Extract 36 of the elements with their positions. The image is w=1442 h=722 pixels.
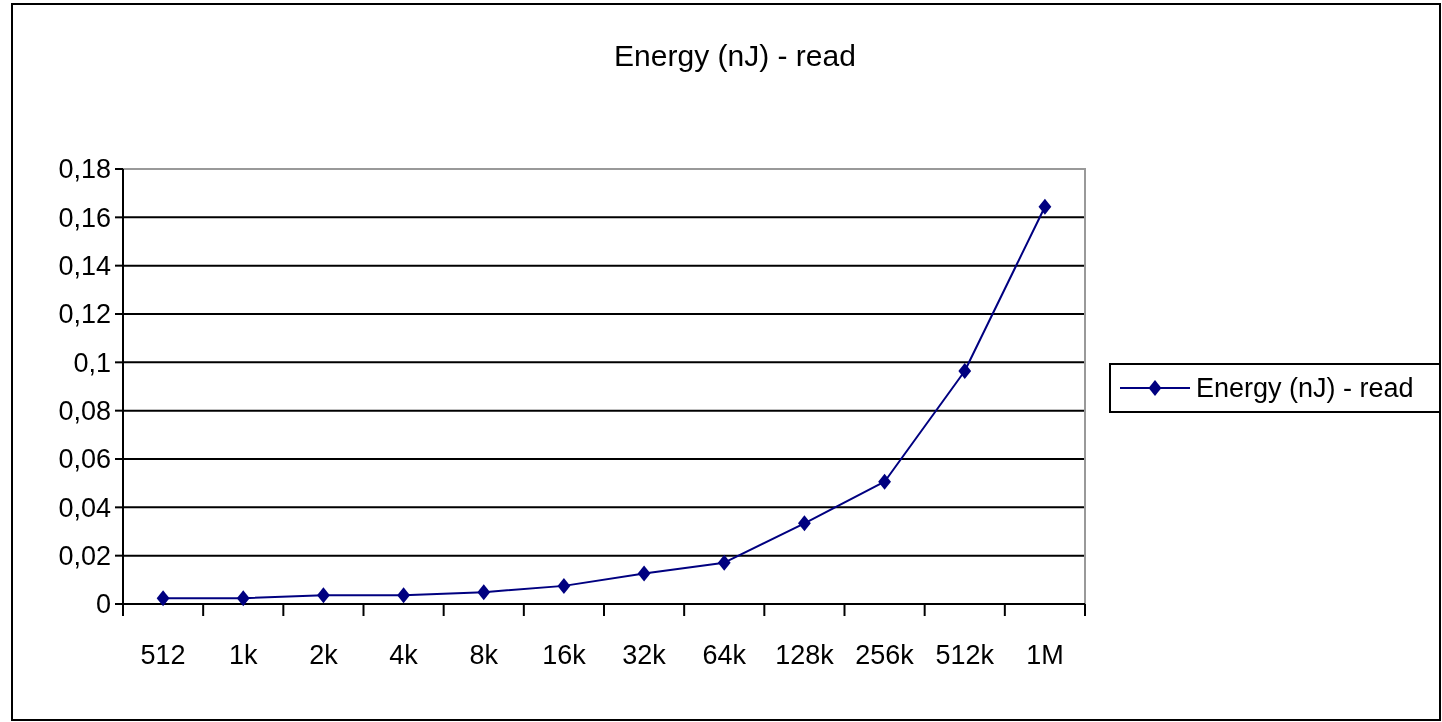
y-tick-label: 0,16	[58, 202, 111, 233]
x-tick-label: 16k	[542, 640, 587, 670]
chart-title: Energy (nJ) - read	[614, 39, 856, 72]
point	[236, 590, 250, 607]
point	[798, 515, 811, 532]
y-tick-label: 0,1	[73, 347, 111, 378]
x-tick-label: 512k	[935, 640, 995, 670]
x-tick-label: 128k	[775, 640, 835, 670]
point	[637, 565, 651, 582]
legend-label: Energy (nJ) - read	[1196, 373, 1414, 404]
point	[397, 587, 410, 604]
x-tick-label: 256k	[855, 640, 915, 670]
y-tick-label: 0,14	[58, 251, 111, 282]
point	[717, 554, 731, 571]
point	[557, 577, 571, 594]
y-tick-label: 0,04	[58, 492, 111, 523]
y-tick-label: 0,18	[58, 154, 111, 185]
x-tick-label: 32k	[622, 640, 667, 670]
y-tick-label: 0,08	[58, 396, 111, 427]
point	[317, 587, 330, 604]
x-tick-label: 512	[140, 640, 186, 670]
y-tick-label: 0,06	[58, 444, 111, 475]
y-tick-label: 0,02	[58, 541, 111, 572]
x-tick-label: 1k	[228, 640, 258, 670]
point	[958, 363, 972, 380]
y-tick-label: 0	[95, 589, 111, 620]
x-tick-label: 64k	[702, 640, 747, 670]
point	[477, 584, 491, 601]
y-tick-label: 0,12	[58, 299, 111, 330]
point	[1038, 198, 1052, 215]
point	[878, 473, 891, 490]
x-tick-label: 4k	[389, 640, 419, 670]
x-tick-label: 8k	[469, 640, 499, 670]
point	[156, 590, 170, 607]
x-tick-label: 1M	[1026, 640, 1064, 670]
x-tick-label: 2k	[309, 640, 339, 670]
